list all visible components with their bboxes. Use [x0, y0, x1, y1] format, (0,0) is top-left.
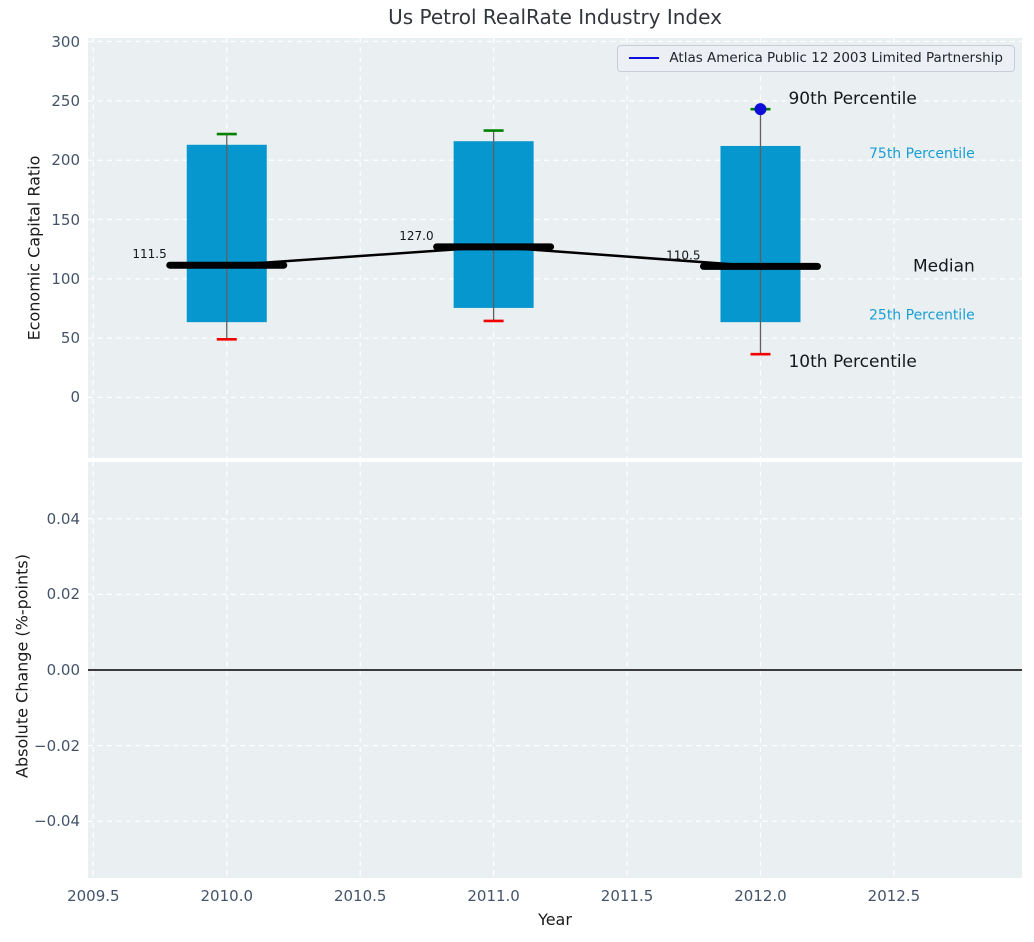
chart-title: Us Petrol RealRate Industry Index [388, 5, 722, 29]
bottom-panel-canvas [88, 462, 1022, 878]
xtick-2010.5: 2010.5 [333, 887, 387, 905]
ytick-bottom-−0.04: −0.04 [34, 812, 80, 831]
ytick-top-250: 250 [51, 91, 80, 110]
axes-top-panel: 111.5 127.0 110.5 90th Percentile 75th Perce… [88, 38, 1022, 458]
top-panel-canvas: 111.5 127.0 110.5 90th Percentile 75th Perce… [88, 38, 1022, 458]
annotation-90th-percentile: 90th Percentile [788, 89, 916, 109]
xtick-2012.0: 2012.0 [734, 887, 787, 905]
annotation-75th-percentile: 75th Percentile [869, 146, 975, 162]
xtick-2012.5: 2012.5 [867, 887, 921, 905]
ytick-bottom-−0.02: −0.02 [34, 736, 80, 755]
ytick-top-0: 0 [70, 388, 80, 407]
x-axis-label: Year [538, 910, 572, 929]
ytick-bottom-0.00: 0.00 [46, 661, 80, 679]
ytick-top-100: 100 [51, 269, 80, 288]
xtick-2009.5: 2009.5 [67, 887, 120, 905]
ytick-top-300: 300 [51, 32, 80, 51]
median-value-label-2012: 110.5 [666, 248, 700, 262]
median-value-label-2010: 111.5 [132, 247, 166, 261]
axes-bottom-panel [88, 462, 1022, 878]
xtick-2010.0: 2010.0 [200, 887, 254, 905]
legend: Atlas America Public 12 2003 Limited Par… [617, 45, 1015, 72]
xtick-2011.5: 2011.5 [600, 887, 654, 905]
ytick-top-150: 150 [51, 210, 80, 229]
median-value-label-2011: 127.0 [399, 229, 433, 243]
y-axis-label-top: Economic Capital Ratio [24, 155, 44, 341]
legend-label: Atlas America Public 12 2003 Limited Par… [669, 50, 1003, 66]
ytick-top-50: 50 [60, 329, 80, 348]
annotation-25th-percentile: 25th Percentile [869, 308, 975, 324]
company-marker-2012 [754, 103, 767, 116]
legend-line-icon [629, 57, 660, 59]
xtick-2011.0: 2011.0 [467, 887, 520, 905]
annotation-median: Median [913, 256, 975, 276]
ytick-bottom-0.02: 0.02 [46, 585, 80, 604]
ytick-bottom-0.04: 0.04 [46, 509, 80, 528]
ytick-top-200: 200 [51, 151, 80, 170]
annotation-10th-percentile: 10th Percentile [788, 352, 916, 372]
